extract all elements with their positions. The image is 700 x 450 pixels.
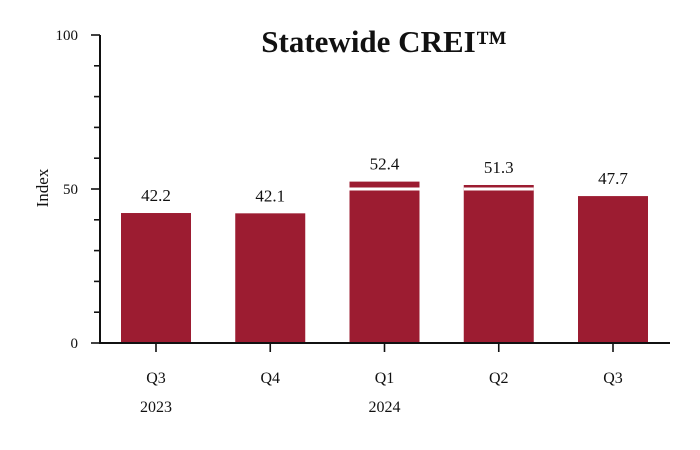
value-label-0: 42.2 xyxy=(141,186,171,205)
group-label-2024: 2024 xyxy=(369,399,401,416)
value-label-1: 42.1 xyxy=(255,186,285,205)
value-label-4: 47.7 xyxy=(598,169,628,188)
category-label-3: Q2 xyxy=(489,370,509,387)
bars-layer xyxy=(121,181,648,343)
bar-q2-3 xyxy=(463,184,534,343)
y-axis-label: Index xyxy=(33,168,52,207)
category-label-0: Q3 xyxy=(146,370,166,387)
y-tick-label-50: 50 xyxy=(63,182,78,198)
bar-q3-4 xyxy=(578,196,648,343)
axis-layer: 0 50 100 xyxy=(56,28,670,352)
y-tick-label-0: 0 xyxy=(71,336,79,352)
bar-q3-0 xyxy=(121,213,191,343)
category-label-1: Q4 xyxy=(260,370,280,387)
y-tick-label-100: 100 xyxy=(56,28,79,44)
value-label-2: 52.4 xyxy=(370,155,400,174)
bar-q4-1 xyxy=(235,213,306,343)
category-label-2: Q1 xyxy=(375,370,395,387)
value-label-3: 51.3 xyxy=(484,158,514,177)
labels-layer: 42.2 Q3 42.1 Q4 52.4 Q1 51.3 Q2 47.7 Q3 2023 2024 xyxy=(140,155,628,416)
group-label-2023: 2023 xyxy=(140,399,172,416)
chart-title: Statewide CREI™ xyxy=(261,24,506,59)
bar-q1-2 xyxy=(349,181,420,343)
category-label-4: Q3 xyxy=(603,370,623,387)
